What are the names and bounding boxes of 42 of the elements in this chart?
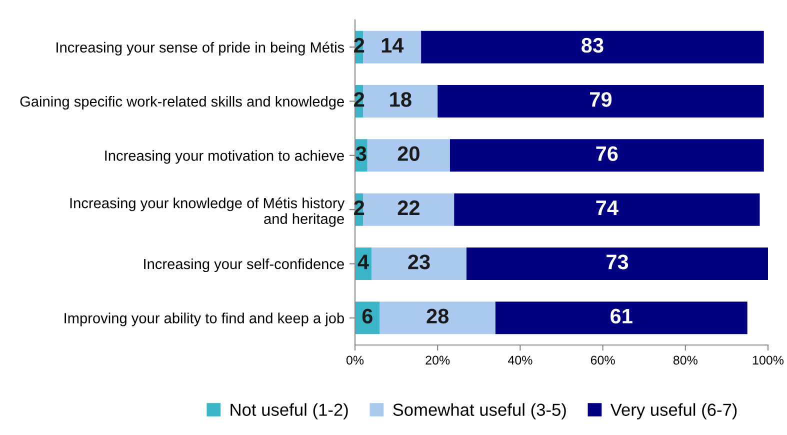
legend-label: Not useful (1-2)	[230, 403, 348, 420]
y-tick-label: Increasing your self-confidence	[144, 258, 344, 272]
x-tick-label: 80%	[673, 356, 698, 365]
data-label: 76	[596, 146, 618, 162]
bar	[363, 85, 438, 118]
bar	[450, 139, 764, 172]
data-label: 28	[426, 308, 449, 324]
bar	[421, 30, 764, 64]
y-tick-label: Improving your ability to find and keep a job	[64, 312, 344, 326]
data-label: 61	[610, 308, 632, 324]
bar	[363, 193, 454, 226]
y-tick-label: Increasing your sense of pride in being Métis	[56, 42, 344, 56]
x-tick-label: 20%	[426, 356, 450, 365]
data-label: 6	[362, 308, 372, 324]
x-tick-label: 100%	[752, 356, 784, 365]
data-label: 22	[398, 200, 420, 215]
data-label: 3	[356, 146, 366, 162]
y-tick-label: Gaining specific work-related skills and knowledge	[20, 96, 344, 110]
legend-label: Somewhat useful (3-5)	[393, 403, 566, 420]
bar	[466, 248, 768, 280]
data-label: 73	[606, 254, 628, 270]
data-label: 18	[390, 92, 412, 107]
bar	[363, 30, 422, 64]
data-label: 83	[582, 38, 604, 53]
x-tick-label: 60%	[590, 356, 615, 365]
bar	[438, 85, 764, 118]
bar	[380, 302, 496, 334]
x-tick-label: 0%	[346, 356, 364, 365]
x-tick-label: 40%	[508, 356, 532, 365]
y-tick-label: Increasing your motivation to achieve	[105, 150, 344, 164]
data-label: 79	[590, 92, 612, 107]
bar	[495, 302, 748, 334]
data-label: 4	[358, 254, 369, 270]
data-label: 23	[408, 254, 430, 270]
data-label: 14	[382, 38, 404, 52]
bar	[367, 139, 450, 172]
data-label: 74	[596, 200, 618, 215]
data-label: 20	[398, 146, 420, 162]
bar	[372, 248, 467, 280]
y-tick-label: Increasing your knowledge of Métis history and heritage	[70, 197, 345, 227]
legend-label: Very useful (6-7)	[610, 403, 737, 420]
bar	[454, 193, 760, 226]
